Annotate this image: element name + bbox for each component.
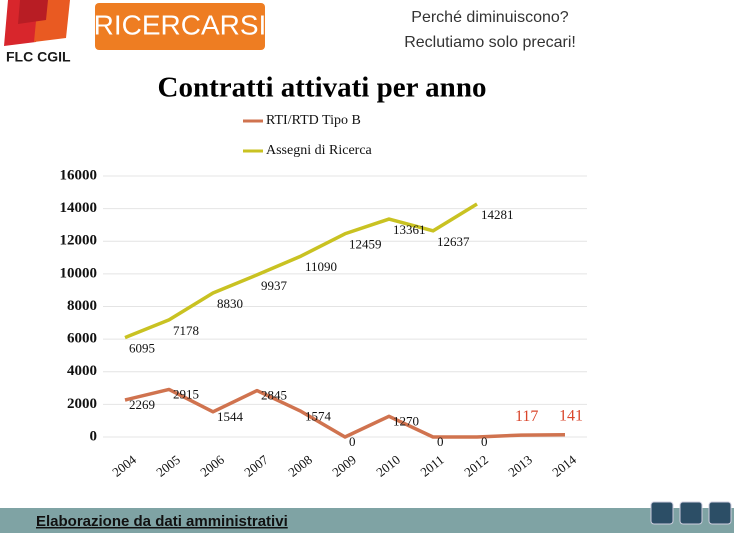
data-label: 13361 [393,222,426,237]
menu-button[interactable] [708,501,732,525]
data-label: 2915 [173,386,199,401]
y-tick-label: 14000 [60,200,98,216]
data-label: 8830 [217,296,243,311]
plot: 0200040006000800010000120001400016000200… [60,113,587,480]
chart-title: Contratti attivati per anno [158,72,487,104]
data-label: 1574 [305,408,332,423]
data-label: 1270 [393,413,419,428]
logo-text: FLC CGIL [6,49,71,65]
legend-label: Assegni di Ricerca [266,143,373,158]
data-label: 117 [515,408,538,425]
data-label: 11090 [305,259,337,274]
logo-flag [18,0,48,24]
data-label: 0 [481,434,488,449]
data-label: 0 [437,434,444,449]
brand-text: RICERCARSI [94,9,267,40]
y-tick-label: 8000 [67,298,97,314]
data-label: 9937 [261,278,288,293]
subtitle: Reclutiamo solo precari! [404,34,576,51]
subtitle: Perché diminuiscono? [411,9,569,26]
y-tick-label: 10000 [60,265,98,281]
y-tick-label: 0 [90,428,98,444]
y-tick-label: 4000 [67,363,97,379]
data-label: 14281 [481,207,514,222]
data-label: 141 [559,407,583,424]
data-label: 2845 [261,388,287,403]
data-label: 2269 [129,397,155,412]
data-label: 0 [349,434,356,449]
footer-bar [0,508,734,533]
data-label: 7178 [173,323,199,338]
y-tick-label: 16000 [60,167,98,183]
data-label: 12459 [349,237,382,252]
brand-box [95,3,265,50]
footer-note: Elaborazione da dati amministrativi [36,513,288,530]
y-tick-label: 2000 [67,396,97,412]
y-tick-label: 12000 [60,233,98,249]
series-line [124,387,566,439]
y-tick-label: 6000 [67,331,97,347]
expand-button[interactable] [679,501,703,525]
data-label: 1544 [217,409,244,424]
data-label: 6095 [129,341,155,356]
data-label: 12637 [437,234,470,249]
legend-label: RTI/RTD Tipo B [266,113,361,128]
series-line [124,202,478,340]
fullscreen-button[interactable] [650,501,674,525]
